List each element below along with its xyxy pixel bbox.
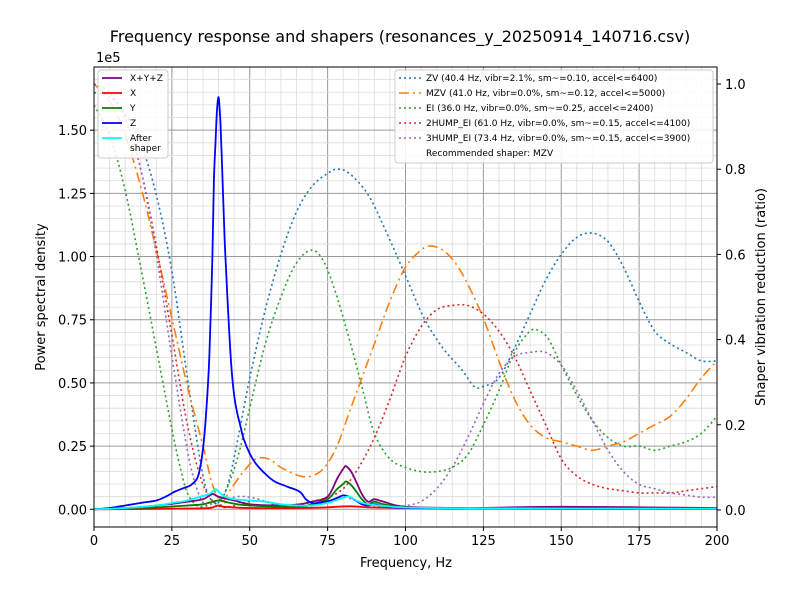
psd-line-4 [94,488,717,511]
shaper-line-0 [94,91,717,505]
y-right-tick-label: 0.6 [725,248,746,263]
y-tick-label: 0.00 [58,503,87,518]
shaper-line-2 [94,104,717,508]
y-axis-label: Power spectral density [34,223,49,371]
psd-line-0 [94,465,717,511]
y-right-tick-label: 0.0 [725,504,746,519]
x-tick-label: 125 [471,534,496,549]
chart-title: Frequency response and shapers (resonanc… [110,27,690,47]
y-right-tick-label: 0.2 [725,419,746,434]
psd-lines [94,96,717,511]
shaper-legend-label-2: EI (36.0 Hz, vibr=0.0%, sm~=0.25, accel<… [426,104,653,114]
shaper-legend-label-1: MZV (41.0 Hz, vibr=0.0%, sm~=0.12, accel… [426,89,665,99]
y-tick-label: 0.25 [58,440,87,455]
x-tick-label: 25 [164,534,181,549]
y-tick-label: 1.00 [58,251,87,266]
psd-legend-label-0: X+Y+Z [130,74,163,84]
x-tick-label: 175 [627,534,652,549]
y-tick-label: 1.50 [58,124,87,139]
x-axis-label: Frequency, Hz [360,556,452,571]
psd-legend-label-4: After [130,134,152,144]
x-tick-label: 0 [90,534,98,549]
psd-legend-label-3: Z [130,119,136,129]
y-right-tick-label: 1.0 [725,78,746,93]
psd-legend-label-2: Y [129,104,136,114]
shaper-line-3 [94,83,717,509]
psd-legend-label-4: shaper [130,144,161,154]
x-tick-label: 100 [393,534,418,549]
y-offset-label: 1e5 [96,51,121,66]
axis-ticks: 0 25 50 75 100 125 150 175 200 0.00 0.25 0.50 0.75 1.… [58,78,746,549]
shaper-legend-label-0: ZV (40.4 Hz, vibr=2.1%, sm~=0.10, accel<… [426,74,657,84]
x-tick-label: 150 [549,534,574,549]
shaper-legend-frame [394,69,714,164]
y-tick-label: 1.25 [58,187,87,202]
psd-legend-label-1: X [130,89,136,99]
recommended-shaper-label: Recommended shaper: MZV [426,149,554,159]
y-right-tick-label: 0.8 [725,163,746,178]
x-tick-label: 75 [319,534,336,549]
y-tick-label: 0.50 [58,377,87,392]
y-axis-right-label: Shaper vibration reduction (ratio) [754,188,769,406]
shaper-legend: ZV (40.4 Hz, vibr=2.1%, sm~=0.10, accel<… [394,69,714,164]
shaper-legend-label-4: 3HUMP_EI (73.4 Hz, vibr=0.0%, sm~=0.15, … [426,134,690,144]
y-right-tick-label: 0.4 [725,334,746,349]
psd-line-3 [94,96,717,511]
x-tick-label: 200 [705,534,730,549]
x-tick-label: 50 [241,534,258,549]
shaper-legend-label-3: 2HUMP_EI (61.0 Hz, vibr=0.0%, sm~=0.15, … [426,119,690,129]
y-tick-label: 0.75 [58,314,87,329]
psd-legend-frame [97,69,169,159]
